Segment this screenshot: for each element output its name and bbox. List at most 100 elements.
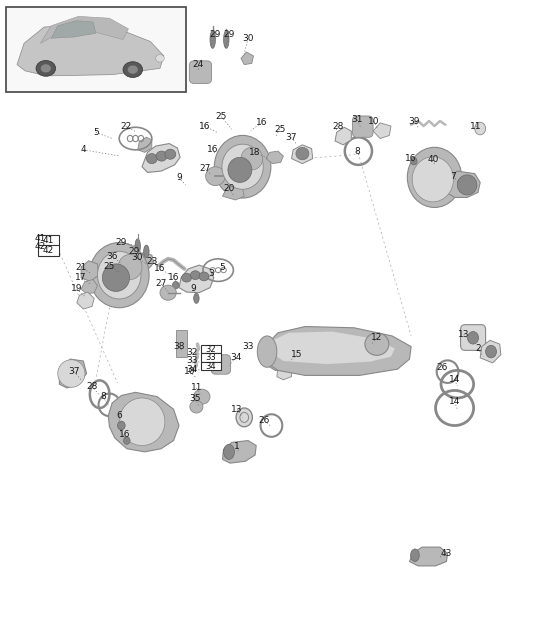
Text: 16: 16: [199, 121, 210, 131]
Text: 29: 29: [128, 247, 140, 256]
Polygon shape: [179, 265, 214, 293]
Text: 34: 34: [206, 362, 216, 371]
Ellipse shape: [457, 175, 477, 195]
Ellipse shape: [190, 401, 203, 413]
Text: 27: 27: [155, 279, 167, 288]
Bar: [6, 7, 185, 92]
Polygon shape: [115, 252, 127, 268]
Ellipse shape: [241, 148, 263, 170]
Text: 12: 12: [371, 333, 383, 342]
Text: 29: 29: [210, 30, 221, 39]
Text: 33: 33: [243, 342, 254, 351]
Ellipse shape: [165, 149, 175, 160]
Ellipse shape: [102, 264, 130, 291]
Text: 16: 16: [405, 154, 417, 163]
Text: 32: 32: [186, 349, 198, 357]
Text: 26: 26: [437, 363, 448, 372]
Polygon shape: [142, 144, 180, 172]
Polygon shape: [81, 279, 98, 294]
Bar: [201, 354, 221, 362]
Ellipse shape: [89, 242, 149, 308]
Ellipse shape: [181, 273, 191, 282]
Text: 14: 14: [449, 398, 461, 406]
Text: 30: 30: [243, 34, 254, 43]
Polygon shape: [267, 349, 302, 371]
Ellipse shape: [223, 31, 229, 48]
Text: 10: 10: [184, 367, 196, 376]
Text: 5: 5: [220, 263, 226, 271]
Text: 36: 36: [106, 252, 118, 261]
Text: 14: 14: [449, 376, 461, 384]
Text: 33: 33: [205, 354, 216, 362]
Text: 17: 17: [75, 273, 87, 282]
Ellipse shape: [40, 64, 51, 73]
Ellipse shape: [223, 445, 234, 459]
Ellipse shape: [156, 55, 165, 62]
FancyBboxPatch shape: [461, 325, 486, 350]
Ellipse shape: [228, 158, 252, 182]
Polygon shape: [222, 441, 256, 463]
Text: 38: 38: [173, 342, 185, 351]
Ellipse shape: [190, 271, 200, 279]
Text: 5: 5: [93, 127, 99, 137]
Ellipse shape: [410, 549, 419, 561]
Text: 43: 43: [441, 549, 452, 558]
Text: 10: 10: [368, 117, 379, 126]
Ellipse shape: [124, 437, 130, 445]
Ellipse shape: [144, 245, 149, 257]
Text: 40: 40: [428, 155, 439, 165]
Bar: [38, 235, 59, 246]
Polygon shape: [335, 127, 352, 145]
Text: 42: 42: [34, 242, 45, 251]
Text: 33: 33: [186, 357, 198, 365]
Ellipse shape: [172, 281, 179, 289]
Text: 42: 42: [43, 246, 54, 255]
FancyBboxPatch shape: [211, 355, 231, 374]
Polygon shape: [409, 547, 447, 566]
Polygon shape: [138, 138, 152, 153]
Ellipse shape: [205, 167, 225, 185]
Ellipse shape: [475, 122, 486, 135]
Ellipse shape: [222, 144, 263, 189]
Ellipse shape: [118, 254, 142, 279]
Text: 15: 15: [291, 350, 302, 359]
Text: 22: 22: [120, 121, 131, 131]
Text: 3: 3: [209, 269, 215, 278]
Ellipse shape: [58, 360, 85, 387]
Text: 27: 27: [199, 164, 210, 173]
Text: 37: 37: [68, 367, 80, 376]
Text: 16: 16: [168, 273, 179, 282]
Text: 16: 16: [207, 144, 219, 154]
Text: 29: 29: [116, 238, 127, 247]
Ellipse shape: [193, 293, 199, 303]
Ellipse shape: [296, 148, 309, 160]
Polygon shape: [262, 327, 411, 376]
Ellipse shape: [468, 332, 479, 344]
Ellipse shape: [160, 285, 176, 300]
Ellipse shape: [407, 148, 462, 207]
Text: 28: 28: [86, 382, 98, 391]
Ellipse shape: [486, 345, 496, 358]
Ellipse shape: [123, 62, 143, 77]
Bar: [175, 330, 186, 357]
Ellipse shape: [214, 136, 271, 198]
Text: 25: 25: [274, 124, 285, 134]
Text: 16: 16: [119, 430, 130, 439]
Text: 7: 7: [450, 171, 456, 181]
Text: 2: 2: [475, 344, 481, 353]
Ellipse shape: [236, 408, 252, 427]
Polygon shape: [266, 151, 283, 164]
Text: 8: 8: [354, 146, 360, 156]
Text: 4: 4: [81, 145, 86, 154]
Text: 25: 25: [216, 112, 227, 121]
Text: 28: 28: [332, 121, 344, 131]
Text: 26: 26: [259, 416, 270, 425]
Ellipse shape: [365, 333, 389, 355]
Ellipse shape: [193, 389, 210, 404]
Text: 16: 16: [154, 264, 165, 273]
Polygon shape: [81, 261, 99, 281]
Text: 11: 11: [191, 384, 202, 392]
Ellipse shape: [119, 398, 165, 446]
Text: 30: 30: [131, 253, 142, 262]
Text: 18: 18: [250, 148, 261, 157]
